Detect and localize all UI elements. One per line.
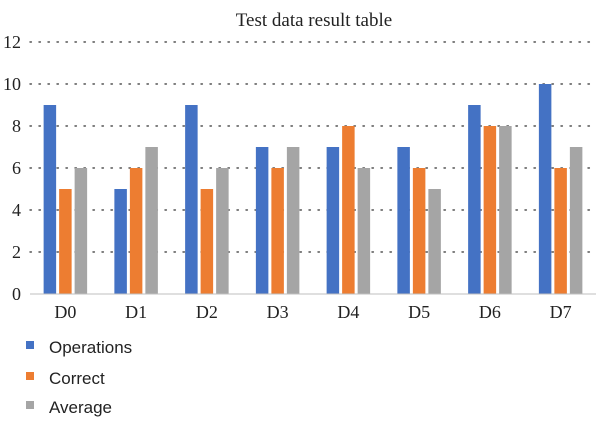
y-axis-ticks: 0 2 4 6 8 10 12 (3, 32, 21, 304)
bar-correct-d7 (554, 168, 567, 294)
y-tick-label: 0 (12, 284, 21, 304)
bar-operations-d0 (43, 105, 57, 294)
legend-swatch (26, 372, 34, 380)
legend-label: Correct (49, 369, 105, 388)
y-tick-label: 8 (12, 116, 21, 136)
bar-correct-d4 (342, 126, 355, 294)
y-tick-label: 12 (3, 32, 21, 52)
bar-correct-d0 (59, 189, 72, 294)
legend: Operations Correct Average (26, 338, 132, 417)
bar-average-d7 (569, 147, 583, 294)
x-tick-label: D0 (54, 302, 76, 322)
x-tick-label: D4 (337, 302, 359, 322)
bar-operations-d4 (326, 147, 340, 294)
x-tick-label: D2 (196, 302, 218, 322)
y-tick-label: 10 (3, 74, 21, 94)
bar-operations-d6 (468, 105, 481, 294)
bar-average-d1 (145, 147, 158, 294)
chart-title: Test data result table (236, 10, 392, 31)
y-tick-label: 4 (12, 200, 21, 220)
bar-operations-d2 (185, 105, 198, 294)
x-axis-ticks: D0 D1 D2 D3 D4 D5 D6 D7 (54, 302, 571, 322)
bar-average-d6 (499, 126, 512, 294)
bars (43, 84, 583, 294)
bar-correct-d6 (483, 126, 497, 294)
bar-correct-d3 (271, 168, 284, 294)
bar-average-d4 (357, 168, 371, 294)
x-tick-label: D3 (267, 302, 289, 322)
bar-correct-d1 (129, 168, 143, 294)
x-tick-label: D1 (125, 302, 147, 322)
bar-average-d0 (74, 168, 88, 294)
bar-operations-d3 (255, 147, 269, 294)
bar-average-d3 (286, 147, 300, 294)
legend-swatch (26, 341, 34, 349)
y-tick-label: 6 (12, 158, 21, 178)
x-tick-label: D5 (408, 302, 430, 322)
x-tick-label: D7 (550, 302, 572, 322)
bar-operations-d5 (397, 147, 410, 294)
legend-label: Operations (49, 338, 132, 357)
y-tick-label: 2 (12, 242, 21, 262)
bar-correct-d5 (412, 168, 426, 294)
legend-label: Average (49, 398, 112, 417)
bar-average-d2 (216, 168, 229, 294)
bar-average-d5 (428, 189, 441, 294)
bar-operations-d1 (114, 189, 127, 294)
bar-correct-d2 (200, 189, 214, 294)
bar-operations-d7 (538, 84, 552, 294)
x-tick-label: D6 (479, 302, 501, 322)
legend-swatch (26, 401, 34, 409)
